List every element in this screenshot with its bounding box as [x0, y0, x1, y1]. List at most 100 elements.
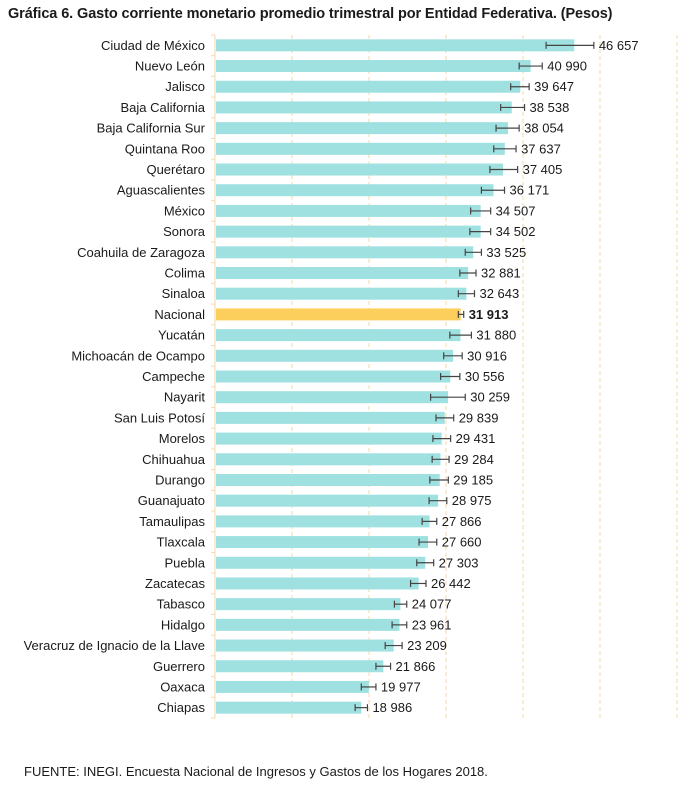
- bar: [216, 556, 426, 569]
- category-label: Baja California: [120, 100, 205, 115]
- error-bars: [354, 41, 595, 712]
- category-label: Baja California Sur: [97, 121, 206, 136]
- value-label: 37 405: [523, 162, 563, 177]
- category-label: Nayarit: [164, 390, 206, 405]
- bar: [216, 536, 428, 549]
- value-label: 29 284: [454, 452, 494, 467]
- bar: [216, 453, 441, 466]
- value-label: 39 647: [534, 79, 574, 94]
- value-label: 32 881: [481, 266, 521, 281]
- category-label: Guanajuato: [138, 493, 205, 508]
- value-label: 23 209: [407, 638, 447, 653]
- category-label: Nacional: [154, 307, 205, 322]
- category-label: Veracruz de Ignacio de la Llave: [24, 638, 205, 653]
- category-label: Campeche: [142, 369, 205, 384]
- bar: [216, 577, 419, 590]
- bar: [216, 494, 439, 507]
- category-label: Guerrero: [153, 659, 205, 674]
- bar: [216, 432, 442, 445]
- category-label: Hidalgo: [161, 617, 205, 632]
- value-label: 18 986: [372, 700, 412, 715]
- value-label: 23 961: [412, 617, 452, 632]
- bar: [216, 60, 531, 73]
- category-label: Coahuila de Zaragoza: [77, 245, 206, 260]
- bar: [216, 80, 521, 93]
- value-label: 32 643: [479, 286, 519, 301]
- value-label: 27 303: [439, 555, 479, 570]
- category-label: Tabasco: [157, 597, 205, 612]
- bar: [216, 246, 474, 259]
- value-label: 38 538: [530, 100, 570, 115]
- category-label: Tamaulipas: [139, 514, 205, 529]
- bar: [216, 411, 445, 424]
- bar: [216, 163, 504, 176]
- value-label: 38 054: [524, 121, 564, 136]
- bar: [216, 225, 481, 238]
- y-axis: [211, 34, 216, 719]
- value-label: 36 171: [510, 183, 550, 198]
- category-label: Quintana Roo: [125, 141, 205, 156]
- value-label: 24 077: [412, 597, 452, 612]
- category-label: Morelos: [159, 431, 206, 446]
- bar: [216, 680, 369, 693]
- value-label: 27 866: [442, 514, 482, 529]
- bar: [216, 598, 401, 611]
- bar: [216, 204, 481, 217]
- bar: [216, 473, 440, 486]
- category-label: Puebla: [165, 555, 206, 570]
- category-label: San Luis Potosí: [114, 410, 205, 425]
- value-label: 19 977: [381, 679, 421, 694]
- bar: [216, 639, 394, 652]
- category-label: Colima: [165, 266, 206, 281]
- value-label: 26 442: [431, 576, 471, 591]
- category-label: Oaxaca: [160, 679, 206, 694]
- value-label: 30 259: [470, 390, 510, 405]
- value-label: 46 657: [599, 38, 639, 53]
- value-label: 40 990: [547, 59, 587, 74]
- bar: [216, 308, 461, 321]
- value-labels: 46 657 40 990 39 647 38 538 38 054 37 637 37 4…: [372, 38, 638, 715]
- value-label: 27 660: [442, 535, 482, 550]
- source-note: FUENTE: INEGI. Encuesta Nacional de Ingr…: [24, 764, 488, 779]
- category-label: Aguascalientes: [117, 183, 206, 198]
- bar: [216, 101, 512, 114]
- value-label: 30 916: [467, 348, 507, 363]
- value-label: 29 431: [456, 431, 496, 446]
- bar: [216, 287, 467, 300]
- bar: [216, 267, 469, 280]
- value-label: 34 502: [496, 224, 536, 239]
- value-label: 33 525: [486, 245, 526, 260]
- value-label: 31 913: [469, 307, 509, 322]
- bar: [216, 39, 575, 52]
- category-label: Querétaro: [146, 162, 205, 177]
- value-label: 21 866: [396, 659, 436, 674]
- category-label: México: [164, 203, 205, 218]
- bar: [216, 515, 430, 528]
- category-label: Durango: [155, 472, 205, 487]
- bar: [216, 122, 509, 135]
- bar: [216, 184, 494, 197]
- value-label: 34 507: [496, 203, 536, 218]
- category-label: Yucatán: [158, 328, 205, 343]
- value-label: 29 185: [453, 472, 493, 487]
- bars: [216, 39, 575, 714]
- bar: [216, 349, 454, 362]
- bar: [216, 370, 451, 383]
- value-label: 29 839: [459, 410, 499, 425]
- category-label: Chiapas: [157, 700, 205, 715]
- bar: [216, 701, 362, 714]
- category-label: Jalisco: [165, 79, 205, 94]
- category-label: Sinaloa: [162, 286, 206, 301]
- value-label: 37 637: [521, 141, 561, 156]
- bar: [216, 142, 505, 155]
- category-label: Sonora: [163, 224, 206, 239]
- chart-title: Gráfica 6. Gasto corriente monetario pro…: [8, 6, 613, 22]
- category-label: Tlaxcala: [157, 535, 206, 550]
- category-label: Zacatecas: [145, 576, 205, 591]
- value-label: 30 556: [465, 369, 505, 384]
- value-label: 31 880: [476, 328, 516, 343]
- bar: [216, 329, 461, 342]
- value-label: 28 975: [452, 493, 492, 508]
- category-label: Nuevo León: [135, 59, 205, 74]
